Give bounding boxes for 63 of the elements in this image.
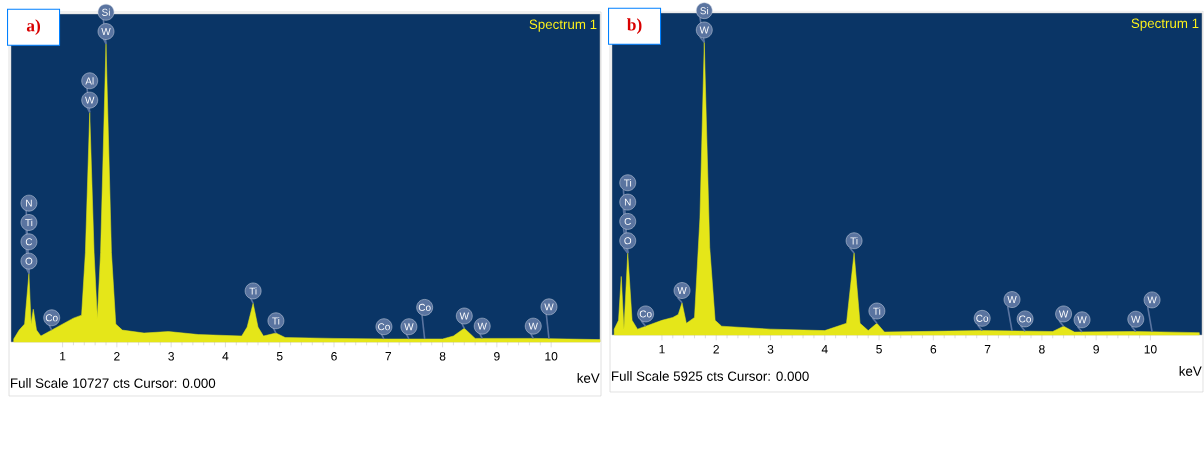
- annotation: Si: [102, 8, 110, 16]
- x-tick-label: 7: [984, 345, 991, 354]
- annotation: N: [624, 198, 631, 206]
- annotation: W: [1131, 315, 1141, 323]
- annotation: Co: [418, 303, 431, 311]
- annotation: Ti: [272, 317, 280, 325]
- annotation: W: [101, 28, 111, 35]
- chart-subtitle: Spectrum 1: [1131, 18, 1199, 31]
- annotation: Co: [639, 310, 652, 318]
- annotation: W: [477, 322, 487, 330]
- chart-title: a): [26, 19, 41, 36]
- annotation: W: [1058, 310, 1069, 318]
- annotation: Ti: [850, 237, 858, 245]
- annotation: W: [677, 287, 687, 294]
- annotation: W: [699, 26, 709, 34]
- x-tick-label: 8: [439, 352, 446, 361]
- annotation: W: [1077, 316, 1087, 324]
- annotation: Co: [378, 323, 390, 331]
- x-tick-label: 3: [168, 352, 174, 361]
- annotation: W: [528, 322, 538, 330]
- annotation: W: [85, 96, 95, 104]
- chart-title: b): [627, 18, 642, 35]
- x-tick-label: 7: [385, 352, 392, 361]
- x-tick-label: 10: [1144, 345, 1157, 354]
- annotation: Co: [45, 314, 58, 322]
- annotation: O: [624, 237, 632, 245]
- annotation: Co: [976, 314, 989, 322]
- annotation: Ti: [873, 307, 881, 315]
- annotation: Ti: [249, 287, 257, 295]
- annotation: Ti: [25, 218, 33, 227]
- x-tick-label: 5: [276, 352, 283, 361]
- text: Full Scale 10727 cts Cursor: 0.000: [11, 378, 216, 388]
- annotation: W: [1007, 296, 1017, 303]
- annotation: Co: [1019, 315, 1032, 323]
- x-tick-label: 6: [930, 345, 937, 354]
- chart-subtitle: Spectrum 1: [529, 19, 597, 32]
- x-tick-label: 2: [713, 345, 719, 354]
- annotation: W: [404, 323, 414, 331]
- x-tick-label: 5: [876, 345, 882, 354]
- x-tick-label: 2: [114, 352, 120, 361]
- x-tick-label: 10: [545, 352, 558, 361]
- x-tick-label: 8: [1039, 345, 1045, 354]
- x-tick-label: 4: [222, 352, 229, 361]
- x-tick-label: 1: [659, 345, 665, 354]
- annotation: O: [25, 257, 33, 265]
- annotation: W: [1147, 296, 1157, 304]
- x-tick-label: 3: [767, 345, 774, 354]
- x-tick-label: 1: [60, 352, 66, 361]
- annotation: C: [25, 238, 33, 246]
- annotation: W: [459, 312, 469, 320]
- annotation: C: [624, 217, 631, 225]
- text: Full Scale 5925 cts Cursor: 0.000: [612, 371, 809, 381]
- annotation: Si: [700, 7, 709, 15]
- x-tick-label: 9: [1093, 345, 1099, 354]
- annotation: W: [544, 303, 554, 311]
- annotation: Ti: [624, 179, 632, 187]
- x-tick-label: 6: [331, 352, 337, 361]
- annotation: Al: [85, 77, 94, 85]
- x-tick-label: 9: [494, 352, 500, 361]
- annotation: N: [26, 199, 32, 207]
- x-axis-title: keV: [1179, 366, 1202, 376]
- x-axis-title: keV: [577, 373, 600, 383]
- x-tick-label: 4: [821, 345, 828, 354]
